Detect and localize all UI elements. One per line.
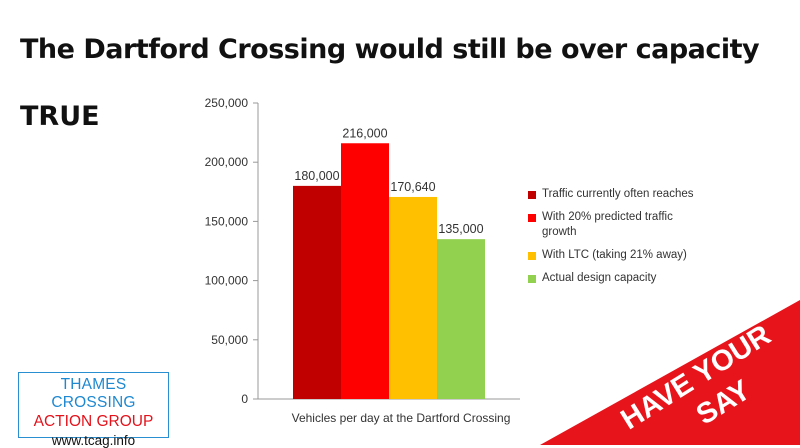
legend-label: With 20% predicted traffic growth bbox=[542, 211, 673, 238]
chart-canvas: 0 50,000 100,000 150,000 200,000 250,000 180,0… bbox=[205, 96, 520, 425]
y-tick-label: 200,000 bbox=[205, 155, 249, 169]
bar-value-label: 216,000 bbox=[342, 126, 387, 140]
legend-swatch bbox=[528, 275, 536, 283]
legend-label: Actual design capacity bbox=[542, 272, 657, 284]
y-tick-label: 100,000 bbox=[205, 274, 249, 288]
x-axis-label: Vehicles per day at the Dartford Crossin… bbox=[292, 411, 511, 425]
bar-2 bbox=[341, 143, 389, 399]
chart-legend: Traffic currently often reaches With 20% … bbox=[528, 187, 698, 294]
logo-org-name-line2: ACTION GROUP bbox=[33, 413, 154, 430]
bar-4 bbox=[437, 239, 485, 399]
y-tick-label: 0 bbox=[241, 392, 248, 406]
y-tick-label: 150,000 bbox=[205, 214, 249, 228]
bar-value-label: 180,000 bbox=[294, 169, 339, 183]
logo-org-name-line1: THAMES CROSSING bbox=[51, 376, 136, 411]
bar-3 bbox=[389, 196, 437, 399]
bar-value-label: 135,000 bbox=[438, 222, 483, 236]
legend-item: Traffic currently often reaches bbox=[528, 187, 698, 202]
headline: The Dartford Crossing would still be ove… bbox=[20, 34, 760, 65]
legend-swatch bbox=[528, 214, 536, 222]
legend-swatch bbox=[528, 191, 536, 199]
legend-label: With LTC (taking 21% away) bbox=[542, 249, 687, 261]
verdict-label: TRUE bbox=[20, 101, 100, 132]
tcag-logo[interactable]: THAMES CROSSING ACTION GROUP www.tcag.in… bbox=[18, 372, 169, 448]
y-tick-label: 250,000 bbox=[205, 96, 249, 110]
legend-item: With 20% predicted traffic growth bbox=[528, 210, 698, 240]
legend-item: With LTC (taking 21% away) bbox=[528, 248, 698, 263]
logo-website[interactable]: www.tcag.info bbox=[51, 433, 136, 448]
bar-value-label: 170,640 bbox=[390, 180, 435, 194]
legend-label: Traffic currently often reaches bbox=[542, 188, 694, 200]
y-tick-label: 50,000 bbox=[211, 333, 248, 347]
legend-swatch bbox=[528, 252, 536, 260]
legend-item: Actual design capacity bbox=[528, 271, 698, 286]
bar-1 bbox=[293, 185, 341, 399]
bar-chart: 0 50,000 100,000 150,000 200,000 250,000 180,0… bbox=[185, 90, 705, 435]
